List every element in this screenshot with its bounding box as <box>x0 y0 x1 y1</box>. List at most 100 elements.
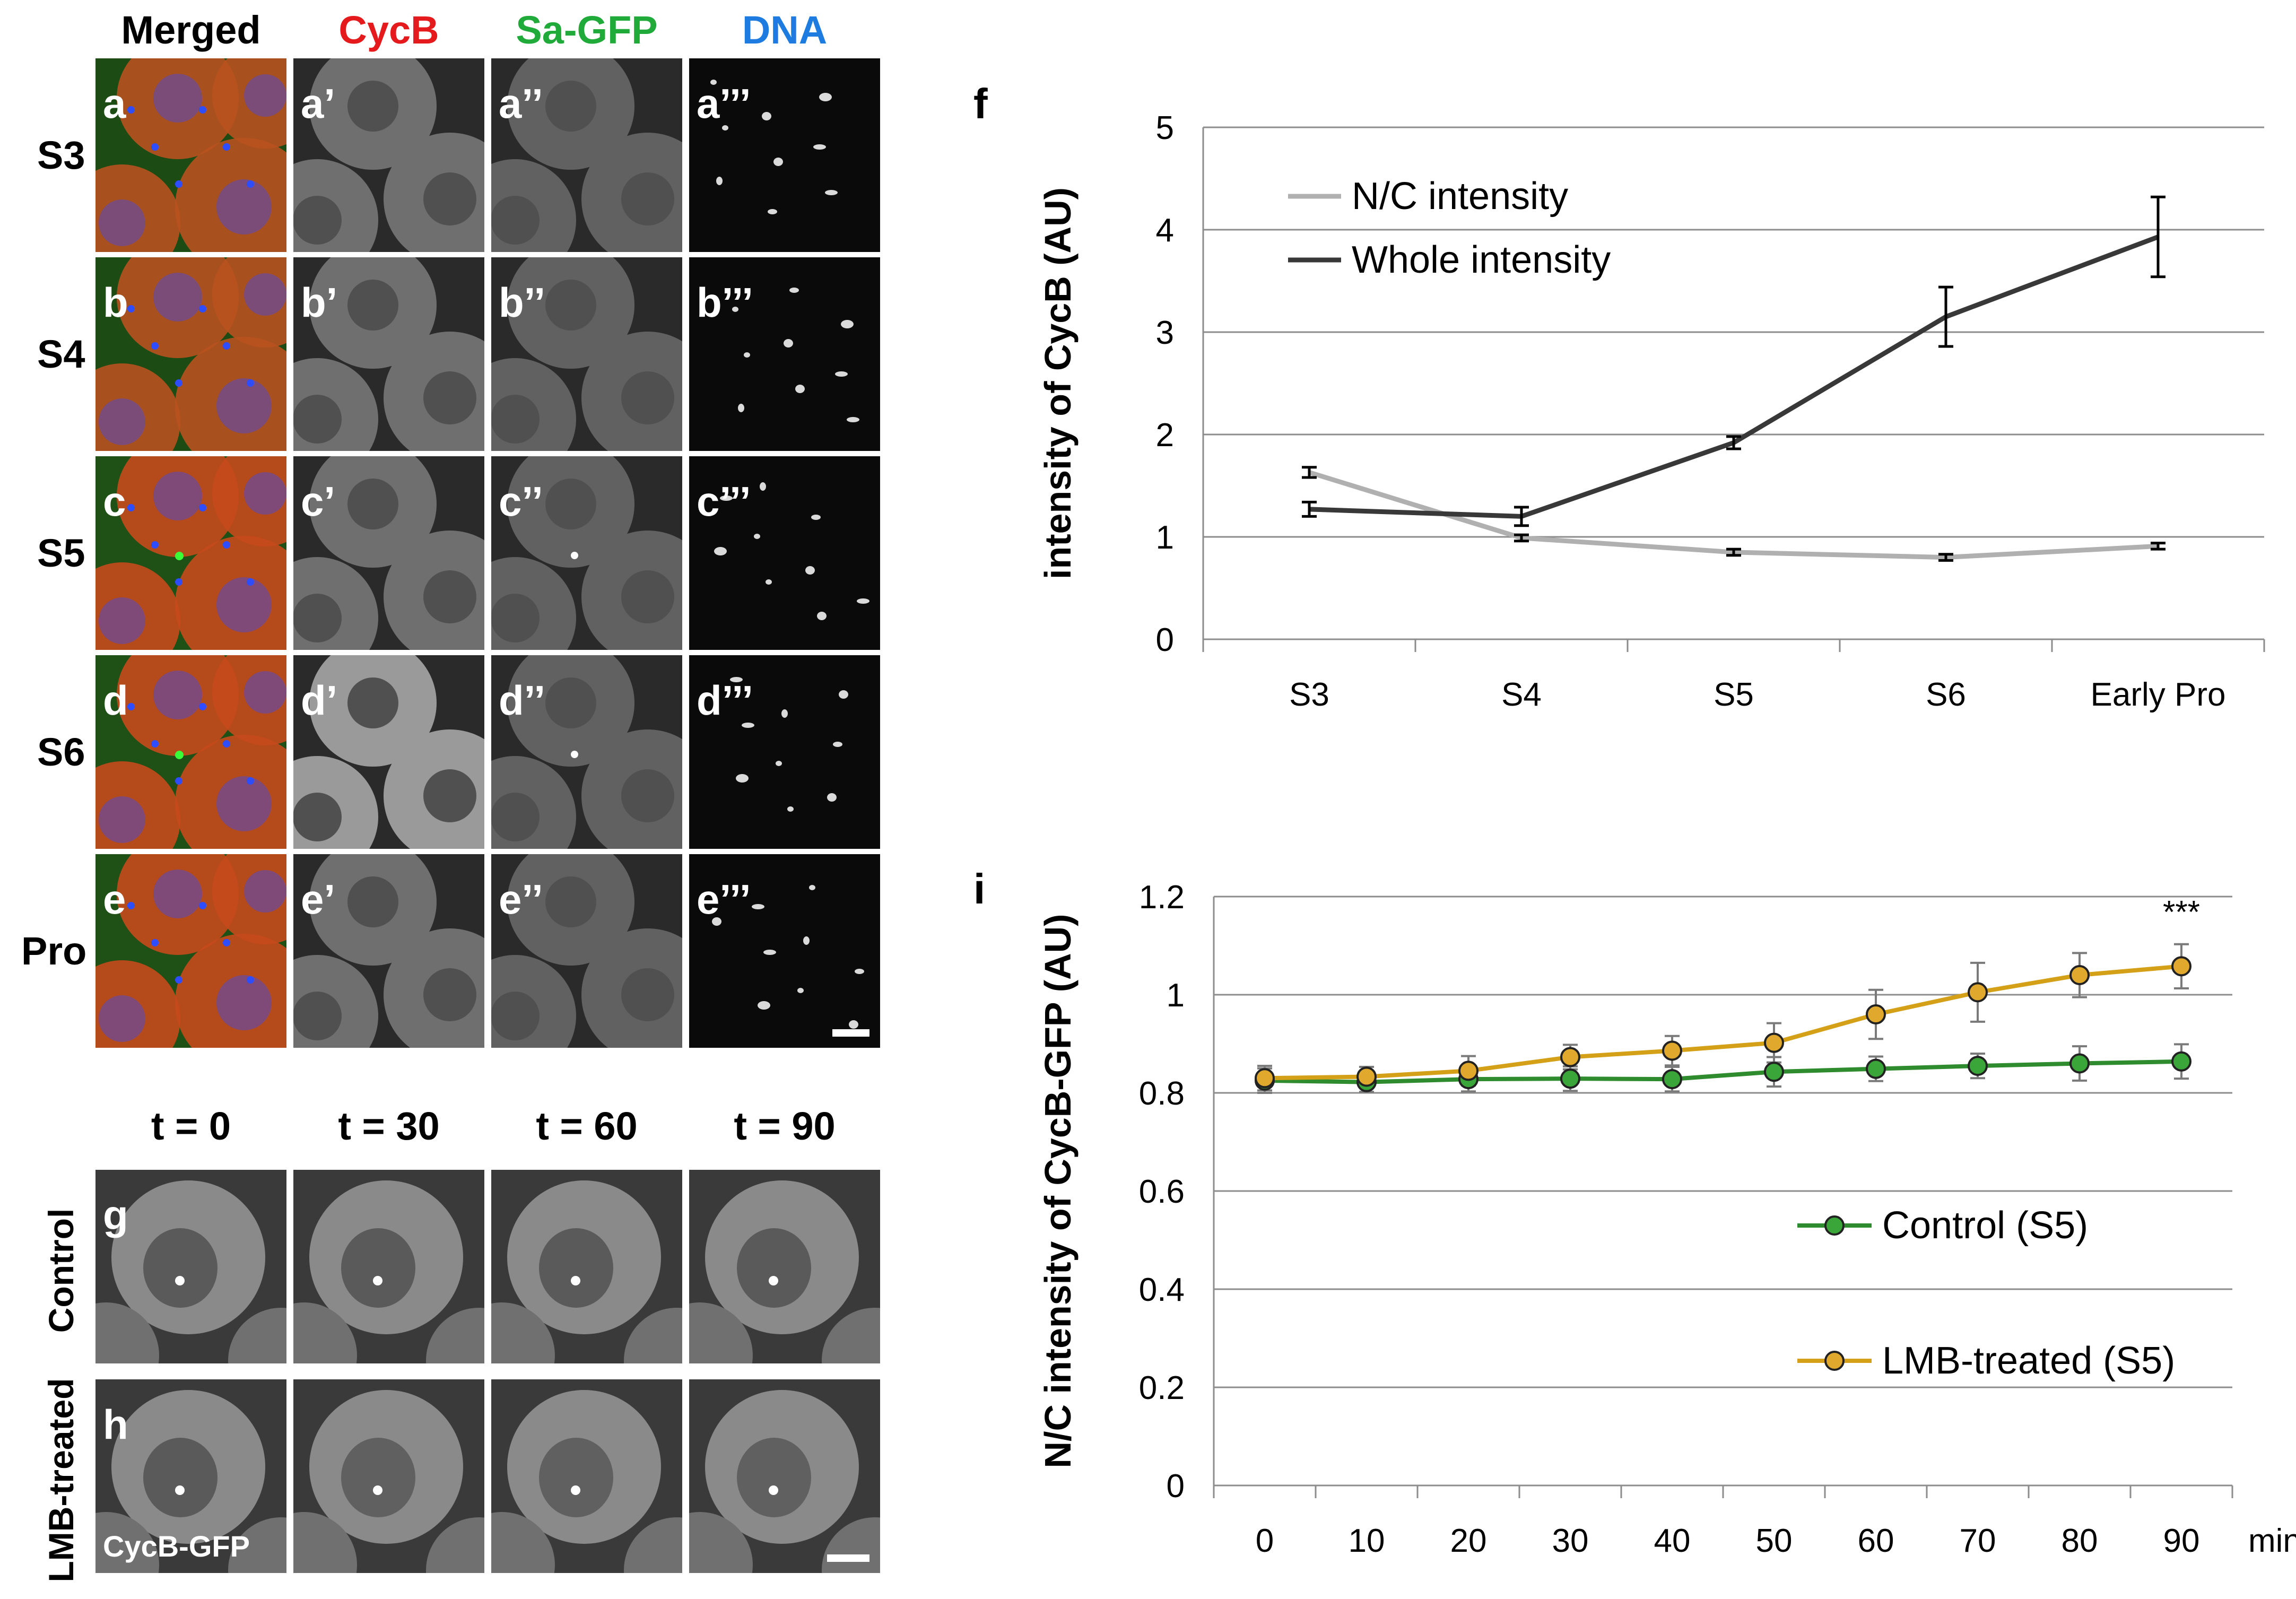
y-tick-label: 4 <box>1156 212 1174 249</box>
micrograph-panel: b’’ <box>491 257 682 451</box>
dna-spot <box>732 307 738 312</box>
y-tick-label: 0 <box>1167 1468 1185 1505</box>
dna-spot <box>247 777 254 785</box>
panel-label: a’’ <box>499 80 543 127</box>
timelapse-panel <box>293 1170 484 1363</box>
dna-spot <box>760 482 766 491</box>
dna-spot <box>151 740 159 748</box>
dna-spot <box>752 904 764 909</box>
dna-spot <box>819 93 832 101</box>
y-axis-label: intensity of CycB (AU) <box>1037 187 1079 579</box>
legend-marker <box>1824 1351 1845 1371</box>
cohesin-spot <box>571 751 578 758</box>
x-tick-label: 10 <box>1349 1523 1385 1559</box>
dna-spot <box>857 598 869 604</box>
nucleus <box>423 968 476 1021</box>
y-tick-label: 1 <box>1167 977 1185 1014</box>
dna-spot <box>847 417 859 422</box>
overlay-label: CycB-GFP <box>103 1530 250 1563</box>
nucleus <box>153 472 202 520</box>
dna-spot <box>754 534 760 539</box>
micrograph-panel: b’’’ <box>689 257 880 451</box>
nucleus <box>293 395 342 444</box>
nucleus <box>423 371 476 424</box>
dna-spot <box>768 209 777 214</box>
y-tick-label: 0.2 <box>1139 1370 1185 1406</box>
dna-spot <box>175 976 182 984</box>
row-label-s4: S4 <box>37 332 85 376</box>
dna-spot <box>722 125 728 131</box>
nucleus <box>153 870 202 918</box>
dna-spot <box>151 541 159 549</box>
panel-label: d’’ <box>499 677 546 724</box>
dna-spot <box>223 740 230 748</box>
micrograph-panel: b’ <box>293 257 484 451</box>
y-axis-label: N/C intensity of CycB-GFP (AU) <box>1037 914 1079 1468</box>
dna-spot <box>175 180 182 188</box>
micrograph-panel: c’’ <box>491 456 682 650</box>
nucleus <box>621 371 674 424</box>
panel-label-f: f <box>973 80 988 127</box>
dna-spot <box>247 976 254 984</box>
dna-spot <box>175 379 182 387</box>
dna-spot <box>199 106 206 114</box>
dna-spot <box>223 939 230 946</box>
panel-label: a’’’ <box>697 80 751 127</box>
legend-label: Whole intensity <box>1352 239 1611 281</box>
dna-spot <box>811 515 821 520</box>
y-tick-label: 1.2 <box>1139 879 1185 916</box>
panel-label: c’ <box>301 478 336 525</box>
data-point-lmb <box>1866 1004 1886 1024</box>
panel-label: c’’’ <box>697 478 751 525</box>
dna-spot <box>223 541 230 549</box>
row-label-pro: Pro <box>21 929 87 973</box>
nucleus <box>347 677 398 728</box>
micrograph-panel: e’’ <box>491 854 682 1048</box>
nucleus <box>99 995 145 1042</box>
dna-spot <box>738 404 744 412</box>
dna-spot <box>855 969 864 974</box>
data-point-lmb <box>1560 1047 1580 1067</box>
cohesin-spot <box>175 751 184 759</box>
nucleus <box>491 594 540 642</box>
column-header-cycb: CycB <box>338 8 439 52</box>
nucleus <box>545 876 596 927</box>
nucleus <box>341 1438 415 1517</box>
dna-spot <box>199 504 206 511</box>
panel-label: h <box>103 1401 128 1448</box>
timelapse-panel <box>491 1170 682 1363</box>
cohesin-spot <box>175 552 184 560</box>
data-point-lmb <box>2069 965 2090 985</box>
nucleus <box>423 570 476 623</box>
x-tick-label: Early Pro <box>2091 676 2226 713</box>
nucleus <box>545 677 596 728</box>
y-tick-label: 0.4 <box>1139 1272 1185 1308</box>
dna-spot <box>223 143 230 151</box>
legend-label: Control (S5) <box>1882 1204 2088 1247</box>
micrograph-panel: c’ <box>293 456 484 650</box>
nucleus <box>244 472 286 515</box>
nucleus <box>293 992 342 1040</box>
nucleus <box>491 196 540 245</box>
nucleus <box>216 378 272 433</box>
y-tick-label: 1 <box>1156 519 1174 556</box>
y-tick-label: 0 <box>1156 622 1174 658</box>
data-point-lmb <box>1255 1068 1275 1089</box>
dna-spot <box>736 774 749 783</box>
nucleus <box>621 172 674 225</box>
panel-label: a <box>103 80 126 127</box>
x-tick-label: 20 <box>1450 1523 1487 1559</box>
nucleus <box>737 1438 811 1517</box>
micrograph-panel: d’’’ <box>689 655 880 849</box>
legend-label: LMB-treated (S5) <box>1882 1340 2175 1382</box>
dna-spot <box>199 305 206 312</box>
data-point-control <box>1662 1069 1682 1090</box>
nucleus <box>143 1228 218 1308</box>
x-tick-label: 90 <box>2163 1523 2200 1559</box>
series-line-control <box>1264 1059 2182 1084</box>
y-tick-label: 0.6 <box>1139 1174 1185 1210</box>
significance-annotation: *** <box>2163 894 2200 930</box>
dna-spot <box>730 677 743 682</box>
nucleus <box>293 793 342 841</box>
micrograph-panel: b <box>95 257 286 451</box>
